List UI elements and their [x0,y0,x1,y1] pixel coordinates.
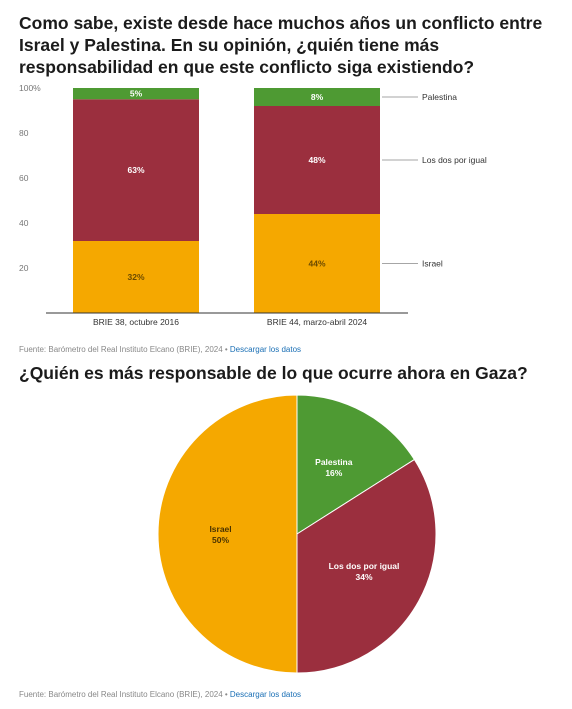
y-tick-label: 80 [19,128,29,138]
legend-label: Palestina [422,92,457,102]
stacked-bar-chart: 100% 80 60 40 20 32% 63% 5% BRIE 38, octubre 201… [19,83,487,327]
pie-chart-source: Fuente: Barómetro del Real Instituto Elc… [19,690,301,699]
bar-segment [254,106,380,214]
pie-slice-label: Los dos por igual [329,561,400,571]
pie-slice [157,394,298,674]
pie-slice-value: 16% [325,468,342,478]
bar-chart-title: Como sabe, existe desde hace muchos años… [19,13,543,77]
bar-segment [73,99,199,241]
download-data-link[interactable]: Descargar los datos [229,345,302,354]
bar-data-label: 8% [311,92,324,102]
bar-data-label: 32% [127,272,144,282]
bar-data-label: 63% [127,165,144,175]
legend-label: Los dos por igual [422,155,487,165]
bar-segment [254,88,380,106]
bar-data-label: 44% [308,259,325,269]
y-tick-label: 100% [19,83,41,93]
pie-slice-label: Palestina [315,457,353,467]
bar-segment [254,214,380,313]
pie-slice [296,394,416,535]
pie-slice-value: 34% [355,572,372,582]
y-tick-label: 60 [19,173,29,183]
bar-data-label: 48% [308,155,325,165]
bar-segment [73,88,199,100]
source-text: Fuente: Barómetro del Real Instituto Elc… [19,345,230,354]
y-tick-label: 20 [19,263,29,273]
source-text: Fuente: Barómetro del Real Instituto Elc… [19,690,230,699]
pie-slice-value: 50% [212,535,229,545]
bar-segment [73,241,199,313]
bar-data-label: 5% [130,89,143,99]
legend-label: Israel [422,259,443,269]
x-category-label: BRIE 44, marzo-abril 2024 [267,317,367,327]
pie-chart-title: ¿Quién es más responsable de lo que ocur… [19,363,528,383]
pie-slice-label: Israel [209,524,231,534]
download-data-link[interactable]: Descargar los datos [229,690,302,699]
bar-chart-source: Fuente: Barómetro del Real Instituto Elc… [19,345,301,354]
x-category-label: BRIE 38, octubre 2016 [93,317,179,327]
pie-slice [296,458,437,674]
y-tick-label: 40 [19,218,29,228]
